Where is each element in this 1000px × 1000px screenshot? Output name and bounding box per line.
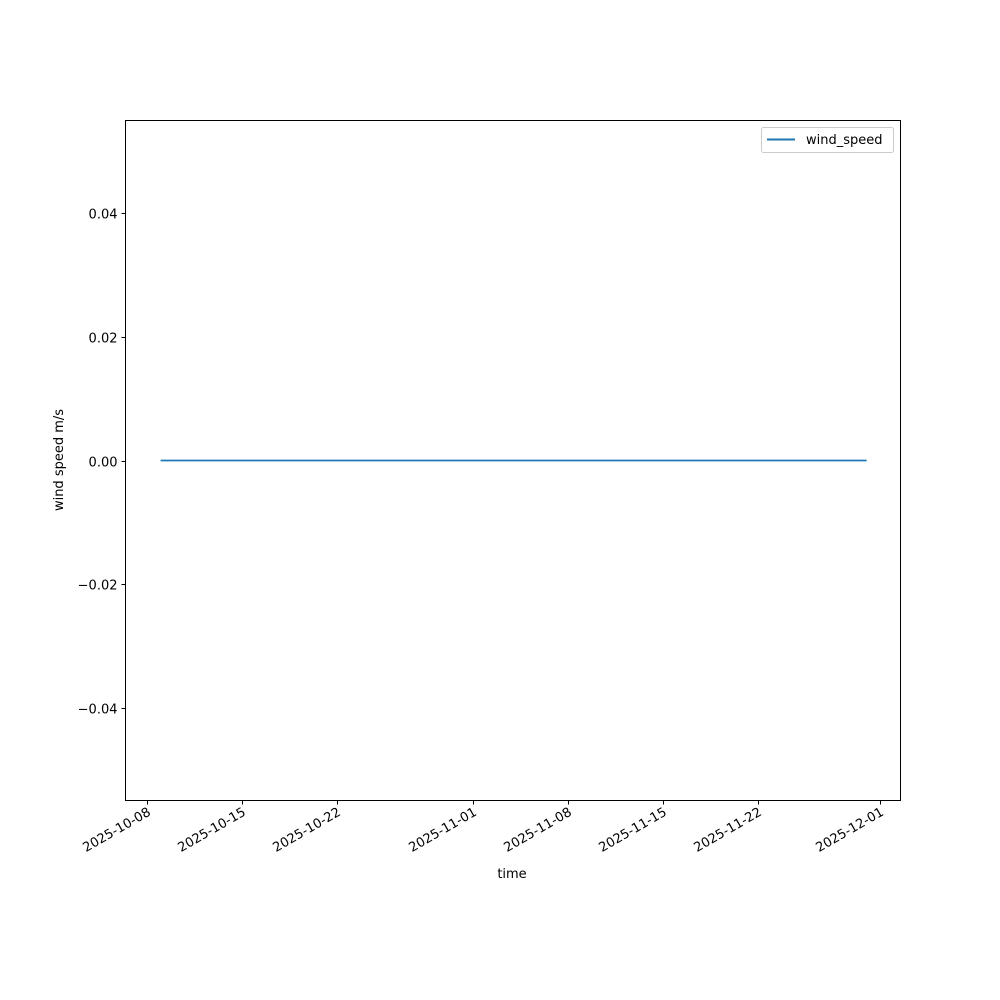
legend-box [761, 127, 894, 153]
legend-label-wind_speed: wind_speed [806, 133, 883, 148]
y-axis-label: wind speed m/s [52, 409, 67, 511]
x-tick-label: 2025-11-08 [502, 805, 575, 856]
legend: wind_speed [761, 127, 894, 153]
x-tick-label: 2025-11-01 [407, 805, 480, 856]
x-axis-label: time [497, 867, 526, 882]
x-tick-label: 2025-12-01 [814, 805, 887, 856]
x-tick-label: 2025-10-22 [271, 805, 344, 856]
y-tick-label: 0.00 [89, 456, 118, 471]
x-axis: 2025-10-08 2025-10-15 2025-10-22 2025-11-01… [81, 800, 887, 856]
x-tick-label: 2025-10-08 [81, 805, 154, 856]
y-tick-label: 0.04 [89, 208, 118, 223]
y-tick-label: −0.02 [78, 579, 118, 594]
x-tick-label: 2025-10-15 [176, 805, 249, 856]
plot-area-frame [125, 120, 901, 801]
y-tick-label: −0.04 [78, 703, 118, 718]
x-tick-label: 2025-11-15 [597, 805, 670, 856]
y-axis: −0.04 −0.02 0.00 0.02 0.04 [78, 208, 126, 718]
x-tick-label: 2025-11-22 [692, 805, 765, 856]
y-tick-label: 0.02 [89, 332, 118, 347]
